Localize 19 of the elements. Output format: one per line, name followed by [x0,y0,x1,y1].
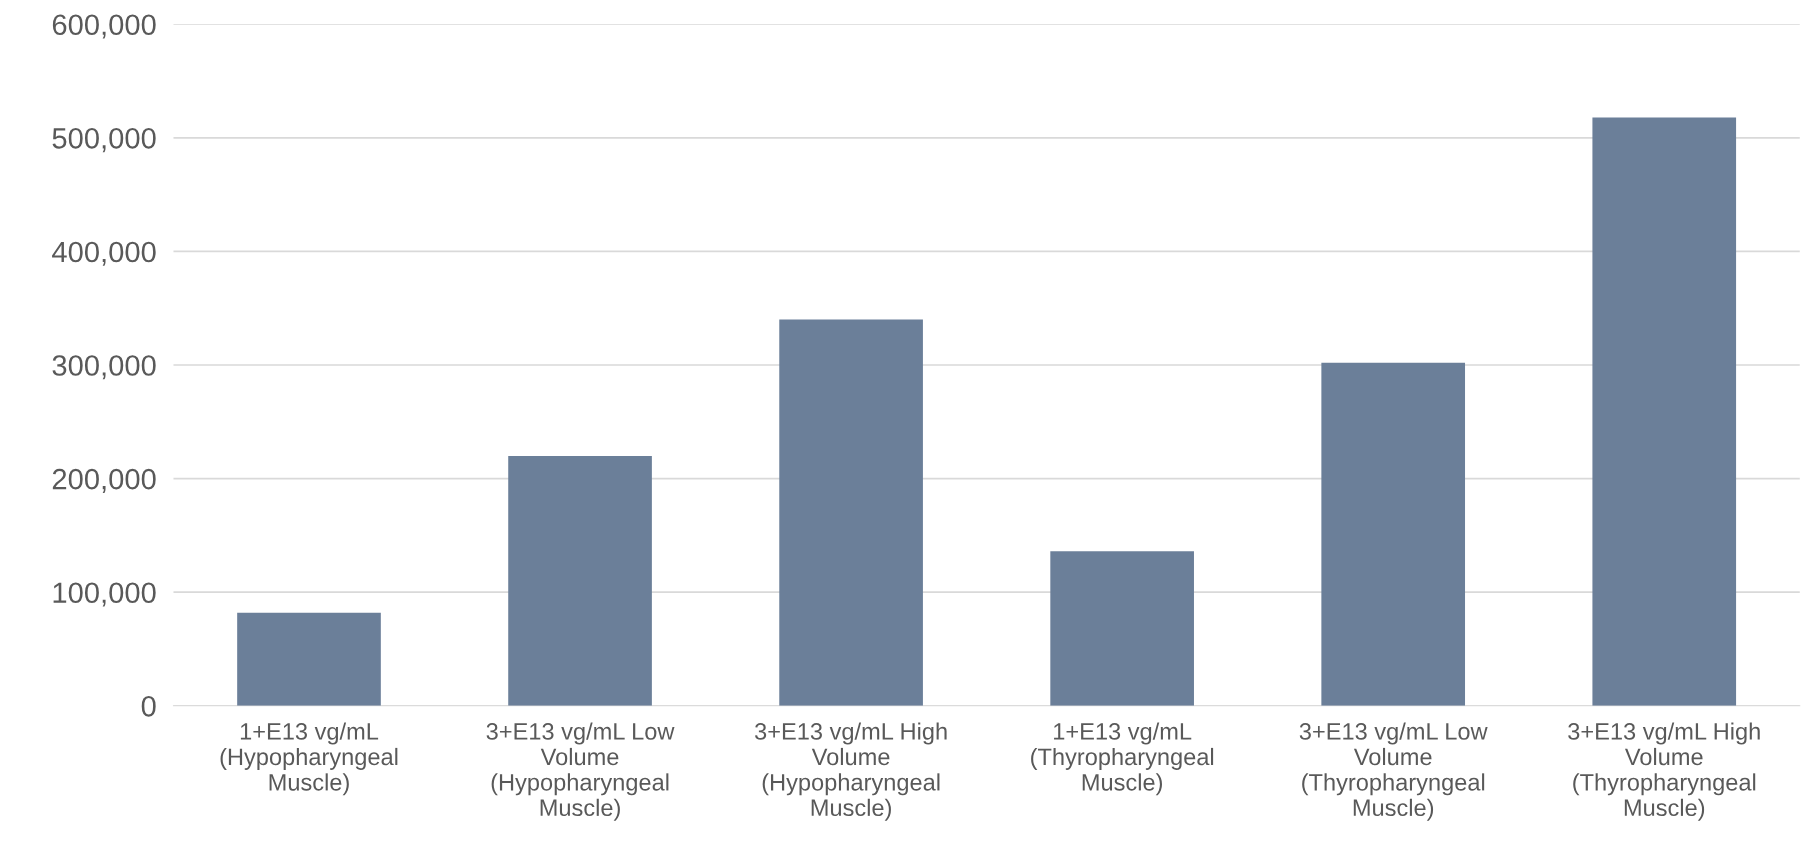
bar [779,319,923,706]
bar [1050,551,1194,706]
x-tick-label: 1+E13 vg/mL (Thyropharyngeal Muscle) [1031,722,1214,796]
bar [1592,117,1737,706]
y-tick-label: 200,000 [52,468,156,493]
y-tick-label: 300,000 [52,355,156,380]
x-tick-label: 3+E13 vg/mL High Volume (Thyropharyngeal Muscle) [1568,722,1760,821]
x-tick-label: 1+E13 vg/mL (Hypopharyngeal Muscle) [220,722,398,796]
bar [237,612,381,706]
bar [1321,362,1466,706]
y-tick-label: 0 [141,695,156,717]
x-tick-label: 3+E13 vg/mL Low Volume (Thyropharyngeal Muscle) [1299,722,1488,821]
bar [508,455,652,706]
x-tick-label: 3+E13 vg/mL Low Volume (Hypopharyngeal Muscle) [486,722,675,821]
x-tick-label: 3+E13 vg/mL High Volume (Hypopharyngeal Muscle) [754,722,947,821]
y-tick-label: 100,000 [53,582,156,607]
y-tick-label: 500,000 [52,128,156,153]
y-tick-label: 400,000 [52,241,156,266]
y-tick-label: 600,000 [52,14,156,39]
